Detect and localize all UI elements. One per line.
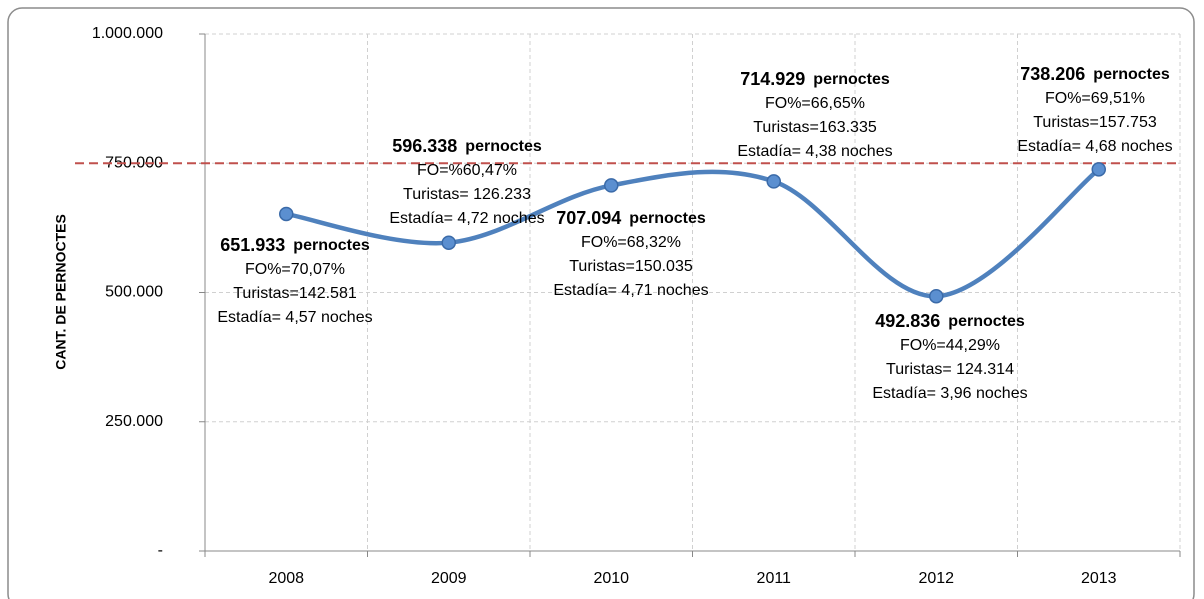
annotation-line: FO%=66,65% [765, 95, 865, 112]
data-label-unit: pernoctes [293, 237, 370, 254]
annotation-line: Turistas=150.035 [569, 258, 693, 275]
point-marker [279, 206, 294, 222]
data-label-value: 651.933 [220, 235, 285, 255]
annotation-line: Turistas=142.581 [233, 285, 357, 302]
annotation-line: FO%=68,32% [581, 234, 681, 251]
annotation-line: Estadía= 4,57 noches [217, 309, 372, 326]
x-tick-label: 2011 [757, 570, 792, 587]
x-tick-label: 2009 [431, 570, 467, 587]
data-label: 738.206 pernoctes [1020, 64, 1170, 84]
data-label: 596.338 pernoctes [392, 136, 542, 156]
data-label: 714.929 pernoctes [740, 69, 890, 89]
data-label-value: 738.206 [1020, 64, 1085, 84]
data-label: 492.836 pernoctes [875, 311, 1025, 331]
data-label-value: 714.929 [740, 69, 805, 89]
annotation-line: Turistas= 124.314 [886, 361, 1014, 378]
y-tick-label: 500.000 [105, 284, 163, 301]
data-label-value: 492.836 [875, 311, 940, 331]
annotation-line: Turistas=163.335 [753, 119, 877, 136]
x-tick-label: 2010 [593, 570, 629, 587]
y-tick-label: 1.000.000 [92, 25, 163, 42]
annotation-line: Estadía= 4,72 noches [389, 210, 544, 227]
data-label-unit: pernoctes [813, 71, 890, 88]
point-marker [604, 178, 619, 193]
point-marker [441, 235, 456, 250]
point-marker [929, 288, 944, 304]
annotation-line: Turistas= 126.233 [403, 186, 531, 203]
point-marker [1091, 162, 1106, 177]
data-label-unit: pernoctes [629, 210, 706, 227]
annotation-line: Turistas=157.753 [1033, 114, 1157, 131]
data-label-value: 596.338 [392, 136, 457, 156]
annotation-line: FO%=44,29% [900, 337, 1000, 354]
data-label-unit: pernoctes [948, 313, 1025, 330]
y-tick-label: 250.000 [105, 413, 163, 430]
y-axis-title: CANT. DE PERNOCTES [53, 214, 69, 370]
annotation-line: Estadía= 4,71 noches [553, 282, 708, 299]
annotation-line: FO=%60,47% [417, 162, 517, 179]
data-label-value: 707.094 [556, 208, 621, 228]
annotation-line: Estadía= 3,96 noches [872, 385, 1027, 402]
data-label: 651.933 pernoctes [220, 235, 370, 255]
annotation-line: Estadía= 4,68 noches [1017, 138, 1172, 155]
annotation-line: Estadía= 4,38 noches [737, 143, 892, 160]
y-tick-label: - [158, 542, 163, 559]
x-tick-label: 2008 [268, 570, 304, 587]
series-line [284, 167, 1101, 299]
data-label-unit: pernoctes [465, 138, 542, 155]
annotation-line: FO%=69,51% [1045, 90, 1145, 107]
data-label-unit: pernoctes [1093, 66, 1170, 83]
annotation-line: FO%=70,07% [245, 261, 345, 278]
point-marker [766, 174, 781, 189]
x-tick-label: 2012 [918, 570, 954, 587]
data-label: 707.094 pernoctes [556, 208, 706, 228]
x-tick-label: 2013 [1081, 570, 1117, 587]
chart-border [7, 7, 1195, 599]
